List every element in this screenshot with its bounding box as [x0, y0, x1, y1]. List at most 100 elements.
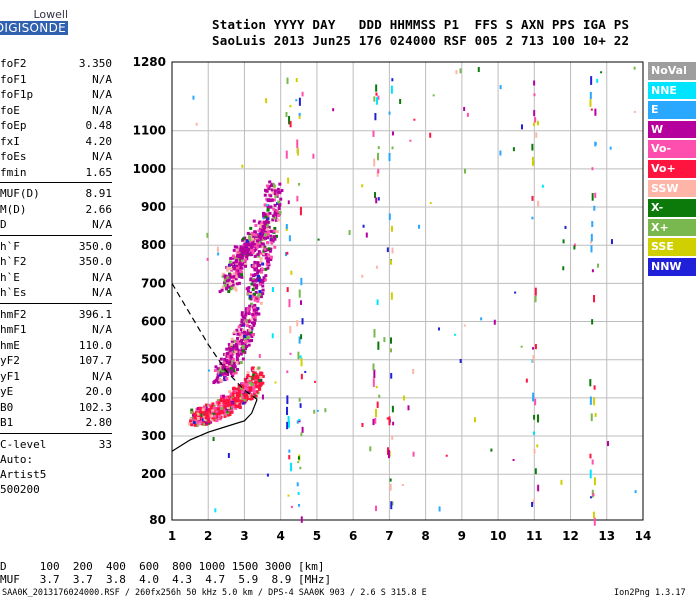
echo-mark	[237, 342, 241, 346]
echo-mark	[258, 373, 262, 377]
param-row: hmF2 396.1	[0, 307, 112, 323]
interference-mark	[298, 97, 301, 106]
footer-file-info: SAA0K_2013176024000.RSF / 260fx256h 50 k…	[2, 588, 427, 598]
logo-digisonde: DIGISONDE	[0, 21, 68, 35]
echo-mark	[236, 330, 240, 334]
interference-mark	[593, 295, 596, 303]
autoscaling-text: Artist5	[0, 468, 47, 481]
echo-mark	[261, 284, 265, 288]
echo-mark	[200, 413, 204, 417]
noise-mark	[600, 71, 603, 74]
interference-mark	[590, 245, 593, 253]
echo-mark	[252, 219, 256, 223]
interference-mark	[593, 385, 596, 390]
echo-mark	[249, 397, 253, 401]
echo-mark	[254, 290, 258, 294]
param-label: foE	[0, 103, 20, 117]
param-value: 396.1	[78, 307, 112, 321]
param-value: N/A	[92, 150, 112, 164]
param-value: 0.48	[85, 119, 113, 133]
legend-entry: NNE	[648, 81, 696, 100]
echo-mark	[246, 251, 250, 255]
echo-mark	[236, 332, 240, 336]
interference-mark	[299, 403, 302, 408]
echo-mark	[244, 347, 248, 351]
interference-mark	[532, 122, 535, 126]
noise-mark	[361, 184, 364, 188]
echo-mark	[277, 214, 281, 218]
echo-mark	[230, 369, 234, 373]
echo-mark	[260, 232, 264, 236]
echo-mark	[233, 266, 237, 270]
echo-mark	[243, 253, 247, 257]
noise-mark	[212, 437, 215, 442]
echo-mark	[218, 290, 222, 294]
interference-mark	[589, 99, 592, 107]
echo-mark	[253, 272, 257, 276]
echo-mark	[266, 220, 270, 224]
noise-mark	[297, 461, 300, 464]
echo-mark	[225, 286, 229, 290]
echo-mark	[223, 281, 227, 285]
echo-mark	[219, 398, 223, 402]
x-tick-label: 14	[635, 529, 652, 543]
muf-distance-row: D 100 200 400 600 800 1000 1500 3000 [km…	[0, 560, 325, 573]
echo-mark	[247, 235, 251, 239]
echo-mark	[211, 409, 215, 413]
echo-mark	[252, 274, 256, 278]
echo-mark	[228, 390, 232, 394]
interference-mark	[390, 501, 393, 510]
noise-mark	[214, 508, 217, 513]
echo-mark	[251, 288, 255, 292]
echo-mark	[252, 277, 256, 281]
echo-mark	[226, 400, 230, 404]
noise-mark	[217, 252, 220, 256]
echo-mark	[242, 337, 246, 341]
interference-mark	[390, 337, 393, 344]
interference-mark	[299, 206, 302, 216]
legend-entry: Vo+	[648, 159, 696, 178]
echo-mark	[223, 405, 227, 409]
noise-mark	[466, 112, 469, 117]
noise-mark	[296, 482, 299, 487]
interference-mark	[537, 200, 540, 207]
echo-mark	[266, 206, 270, 210]
echo-mark	[261, 280, 265, 284]
noise-mark	[317, 238, 320, 241]
echo-mark	[231, 347, 235, 351]
echo-mark	[206, 416, 210, 420]
echo-mark	[215, 409, 219, 413]
echo-mark	[207, 406, 211, 410]
echo-mark	[221, 274, 225, 278]
echo-mark	[201, 422, 205, 426]
echo-mark	[212, 381, 216, 385]
param-value: N/A	[92, 103, 112, 117]
echo-mark	[267, 186, 271, 190]
interference-mark	[391, 146, 394, 150]
echo-mark	[231, 401, 235, 405]
echo-mark	[219, 357, 223, 361]
echo-mark	[243, 396, 247, 400]
echo-mark	[223, 368, 227, 372]
noise-mark	[298, 418, 301, 421]
echo-mark	[229, 405, 233, 409]
echo-mark	[246, 335, 250, 339]
echo-mark	[229, 371, 233, 375]
noise-mark	[573, 245, 576, 250]
echo-mark	[269, 234, 273, 238]
param-label: B1	[0, 416, 14, 430]
echo-mark	[241, 349, 245, 353]
interference-mark	[377, 168, 380, 174]
noise-mark	[378, 394, 381, 398]
echo-mark	[211, 416, 215, 420]
echo-mark	[229, 282, 233, 286]
echo-mark	[223, 285, 227, 289]
echo-mark	[221, 365, 225, 369]
echo-mark	[215, 419, 219, 423]
echo-mark	[233, 365, 237, 369]
echo-mark	[268, 249, 272, 253]
param-label: M(D)	[0, 202, 27, 216]
echo-mark	[261, 292, 265, 296]
echo-mark	[271, 214, 275, 218]
echo-mark	[231, 283, 235, 287]
